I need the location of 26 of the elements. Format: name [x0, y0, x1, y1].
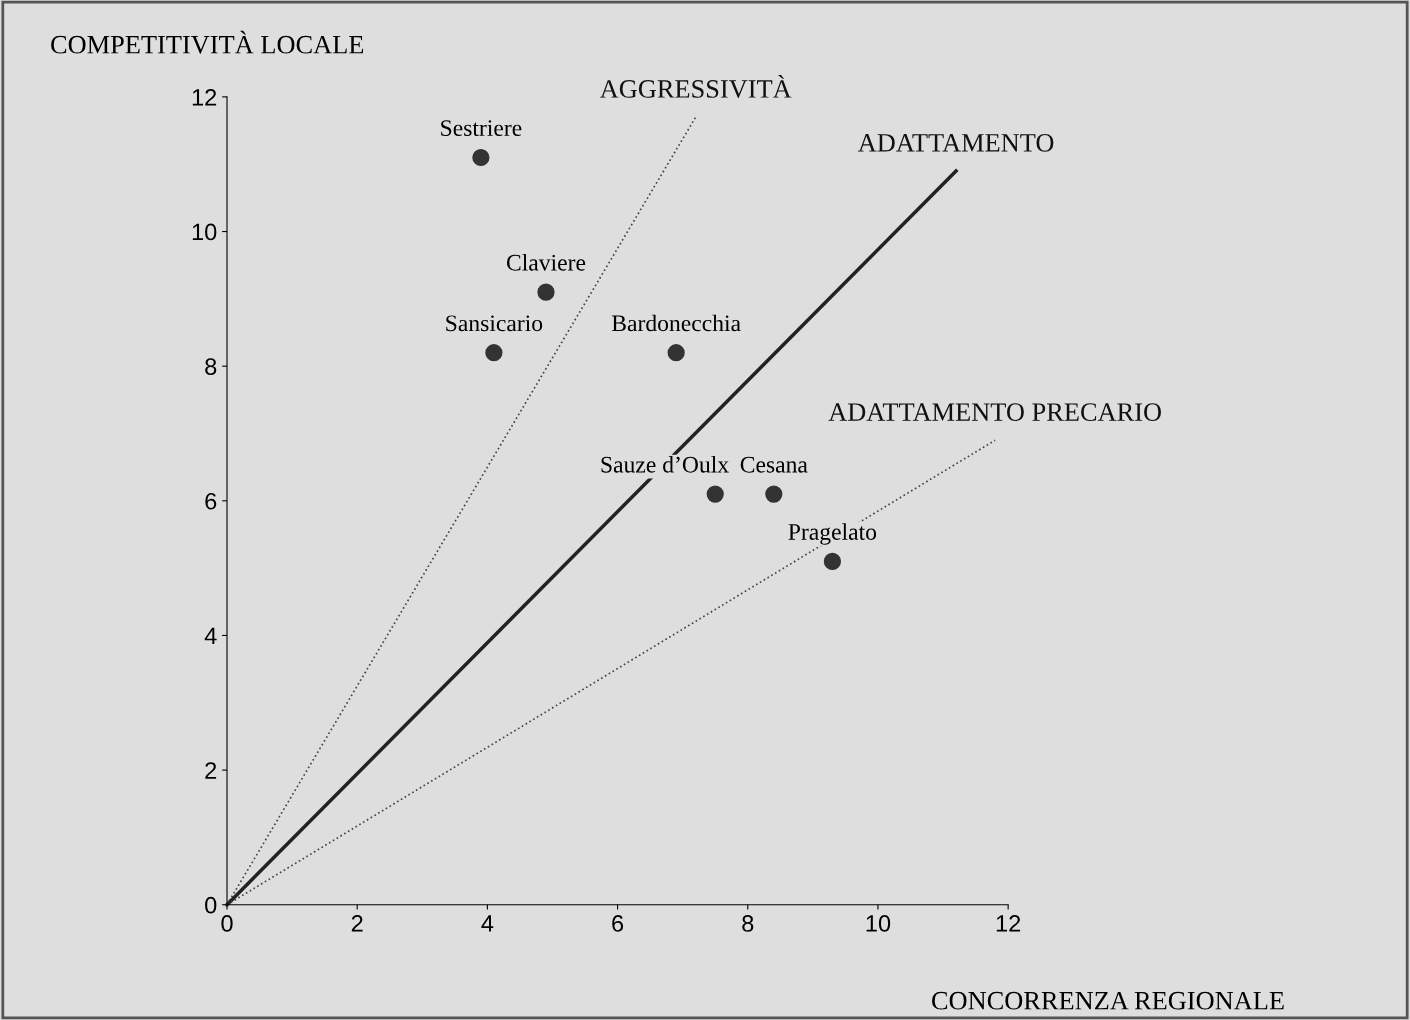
x-tick-label: 12 — [996, 915, 1021, 932]
y-tick-label: 2 — [205, 762, 217, 779]
y-tick-label: 10 — [192, 223, 217, 241]
x-tick-label: 8 — [742, 915, 754, 932]
y-tick-label: 8 — [205, 358, 217, 375]
annotation: Sestriere — [441, 120, 522, 137]
x-axis-title: CONCORRENZA REGIONALE — [932, 991, 1284, 1010]
annotation: Claviere — [506, 254, 586, 271]
y-axis-title: COMPETITIVITÀ LOCALE — [51, 30, 364, 54]
x-tick-label: 0 — [221, 915, 233, 932]
x-tick-label: 2 — [351, 915, 363, 932]
annotation: Sansicario — [446, 315, 543, 332]
y-tick-label: 4 — [204, 627, 217, 645]
x-tick-label: 4 — [481, 915, 494, 932]
x-tick-label: 10 — [866, 915, 891, 932]
series-label: ADATTAMENTO PRECARIO — [828, 403, 1161, 421]
annotation: Cesana — [740, 456, 808, 473]
series-label: AGGRESSIVITÀ — [599, 75, 792, 98]
series-label: ADATTAMENTO — [857, 133, 1054, 152]
y-tick-label: 12 — [192, 88, 217, 106]
annotation: Bardonecchia — [611, 314, 741, 332]
annotation: Pragelato — [788, 523, 877, 545]
y-tick-label: 6 — [205, 492, 217, 510]
x-tick-label: 6 — [612, 915, 624, 932]
y-tick-label: 0 — [205, 896, 217, 914]
annotation: Sauze d’Oulx — [601, 456, 729, 473]
